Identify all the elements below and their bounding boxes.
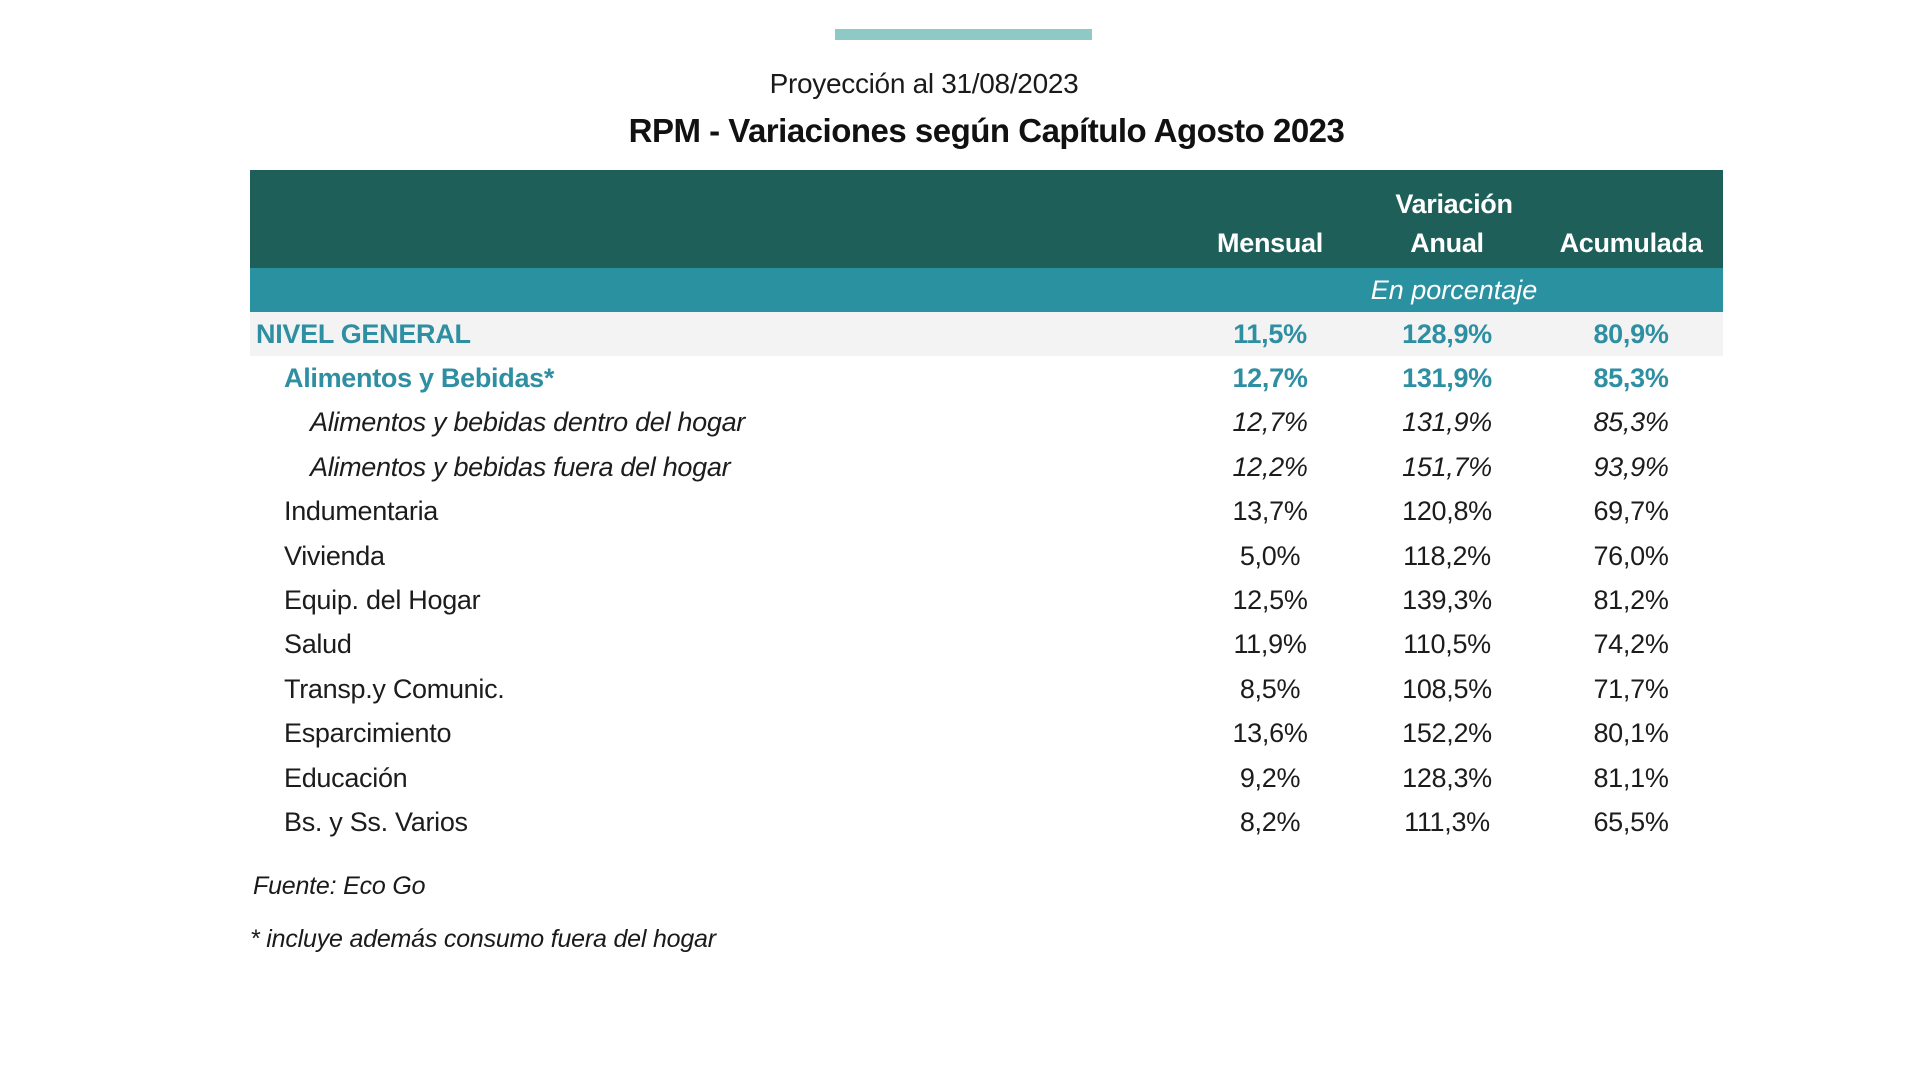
row-acumulada-value: 65,5% — [1593, 806, 1669, 837]
row-anual-value: 128,9% — [1402, 318, 1492, 349]
row-label: Equip. del Hogar — [284, 585, 481, 616]
row-label: Alimentos y bebidas dentro del hogar — [310, 407, 745, 438]
row-acumulada-value: 74,2% — [1593, 629, 1669, 660]
row-label: NIVEL GENERAL — [256, 318, 471, 349]
table-row: NIVEL GENERAL 11,5% 128,9% 80,9% — [250, 312, 1723, 357]
column-header-mensual: Mensual — [1217, 227, 1323, 258]
row-anual-value: 108,5% — [1402, 673, 1492, 704]
unit-band: En porcentaje — [250, 268, 1723, 312]
row-mensual-value: 12,5% — [1232, 585, 1308, 616]
table-row: Equip. del Hogar 12,5% 139,3% 81,2% — [250, 578, 1723, 622]
table-row: Indumentaria 13,7% 120,8% 69,7% — [250, 490, 1723, 534]
row-label: Bs. y Ss. Varios — [284, 806, 468, 837]
row-anual-value: 128,3% — [1402, 762, 1492, 793]
table-row: Bs. y Ss. Varios 8,2% 111,3% 65,5% — [250, 800, 1723, 844]
row-acumulada-value: 76,0% — [1593, 540, 1669, 571]
row-mensual-value: 13,6% — [1232, 718, 1308, 749]
row-label: Alimentos y Bebidas* — [284, 363, 555, 394]
row-anual-value: 151,7% — [1402, 451, 1492, 482]
column-header-acumulada: Acumulada — [1559, 227, 1703, 258]
row-acumulada-value: 93,9% — [1593, 451, 1669, 482]
row-acumulada-value: 71,7% — [1593, 673, 1669, 704]
row-label: Salud — [284, 629, 352, 660]
row-acumulada-value: 85,3% — [1593, 407, 1669, 438]
table-row: Alimentos y bebidas fuera del hogar 12,2… — [250, 445, 1723, 489]
row-mensual-value: 5,0% — [1239, 540, 1301, 571]
table-body: NIVEL GENERAL 11,5% 128,9% 80,9% Aliment… — [250, 312, 1723, 845]
row-mensual-value: 12,7% — [1232, 407, 1308, 438]
row-mensual-value: 12,2% — [1232, 451, 1308, 482]
row-acumulada-value: 80,9% — [1593, 318, 1669, 349]
row-acumulada-value: 85,3% — [1593, 363, 1669, 394]
page-title: RPM - Variaciones según Capítulo Agosto … — [628, 112, 1345, 149]
row-label: Transp.y Comunic. — [284, 673, 505, 704]
row-anual-value: 139,3% — [1402, 585, 1492, 616]
variations-table: Variación Mensual Anual Acumulada En por… — [250, 170, 1723, 845]
row-acumulada-value: 80,1% — [1593, 718, 1669, 749]
table-row: Educación 9,2% 128,3% 81,1% — [250, 756, 1723, 800]
table-row: Transp.y Comunic. 8,5% 108,5% 71,7% — [250, 667, 1723, 711]
row-acumulada-value: 69,7% — [1593, 496, 1669, 527]
header-group-variacion: Variación — [1395, 189, 1513, 219]
row-label: Esparcimiento — [284, 718, 452, 749]
row-anual-value: 110,5% — [1403, 629, 1491, 660]
row-mensual-value: 12,7% — [1232, 363, 1308, 394]
row-label: Educación — [284, 762, 408, 793]
row-acumulada-value: 81,2% — [1593, 585, 1669, 616]
column-header-anual: Anual — [1410, 227, 1484, 258]
asterisk-note: * incluye además consumo fuera del hogar — [250, 925, 716, 953]
unit-label: En porcentaje — [1370, 274, 1538, 305]
table-row: Vivienda 5,0% 118,2% 76,0% — [250, 534, 1723, 578]
row-anual-value: 118,2% — [1403, 540, 1491, 571]
row-label: Alimentos y bebidas fuera del hogar — [310, 451, 731, 482]
accent-bar — [835, 29, 1092, 40]
table-row: Alimentos y Bebidas* 12,7% 131,9% 85,3% — [250, 356, 1723, 400]
row-anual-value: 111,3% — [1404, 806, 1490, 837]
row-label: Vivienda — [284, 540, 385, 571]
row-acumulada-value: 81,1% — [1593, 762, 1669, 793]
row-mensual-value: 8,2% — [1239, 806, 1301, 837]
table-row: Alimentos y bebidas dentro del hogar 12,… — [250, 401, 1723, 445]
row-anual-value: 131,9% — [1402, 363, 1492, 394]
row-mensual-value: 13,7% — [1232, 496, 1308, 527]
row-anual-value: 152,2% — [1402, 718, 1492, 749]
table-header: Variación Mensual Anual Acumulada — [250, 170, 1723, 268]
row-mensual-value: 8,5% — [1239, 673, 1301, 704]
source-note: Fuente: Eco Go — [253, 872, 426, 900]
row-anual-value: 120,8% — [1402, 496, 1492, 527]
row-mensual-value: 11,9% — [1233, 629, 1307, 660]
row-anual-value: 131,9% — [1402, 407, 1492, 438]
table-row: Esparcimiento 13,6% 152,2% 80,1% — [250, 712, 1723, 756]
row-mensual-value: 11,5% — [1233, 318, 1307, 349]
row-mensual-value: 9,2% — [1239, 762, 1301, 793]
projection-subtitle: Proyección al 31/08/2023 — [769, 68, 1079, 99]
row-label: Indumentaria — [284, 496, 438, 527]
table-row: Salud 11,9% 110,5% 74,2% — [250, 623, 1723, 667]
